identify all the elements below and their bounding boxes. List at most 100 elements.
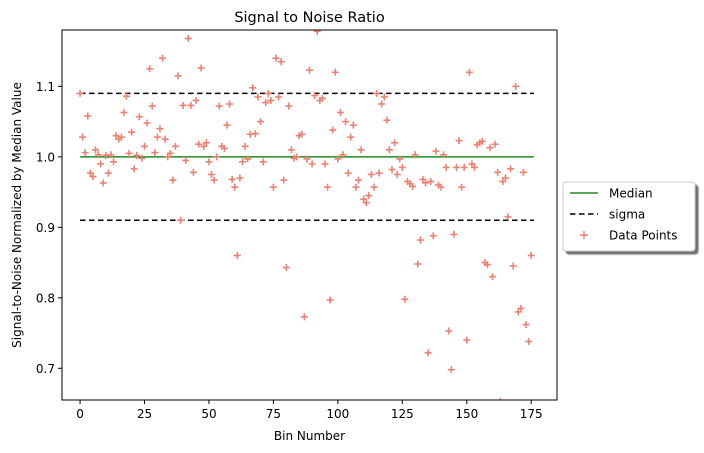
data-point [331, 68, 339, 76]
data-point [275, 93, 283, 101]
data-point [269, 183, 277, 191]
data-point [334, 155, 342, 163]
data-point [440, 151, 448, 159]
x-tick-label: 150 [455, 407, 478, 421]
data-point [267, 96, 275, 104]
data-point [254, 93, 262, 101]
data-point [514, 308, 522, 316]
data-point [424, 349, 432, 357]
data-point [342, 118, 350, 126]
data-point [401, 295, 409, 303]
data-point [264, 89, 272, 97]
data-point [365, 192, 373, 200]
data-point [393, 170, 401, 178]
data-point [465, 68, 473, 76]
data-point [311, 92, 319, 100]
data-point [383, 116, 391, 124]
data-point [220, 144, 228, 152]
data-point [293, 153, 301, 161]
data-point [159, 54, 167, 62]
data-point [517, 304, 525, 312]
data-point [507, 165, 515, 173]
data-point [233, 252, 241, 260]
data-point [445, 327, 453, 335]
data-point [360, 195, 368, 203]
data-point [141, 142, 148, 150]
data-point [519, 168, 527, 176]
data-point [164, 153, 172, 161]
data-point [471, 163, 478, 171]
data-point [501, 174, 509, 182]
data-point [228, 175, 236, 183]
data-point [367, 170, 375, 178]
data-point [179, 101, 187, 109]
data-point [452, 163, 460, 171]
data-point [300, 313, 308, 321]
x-tick-label: 75 [266, 407, 281, 421]
data-point [210, 176, 218, 184]
data-point [370, 183, 378, 191]
data-point [146, 65, 154, 73]
data-point [391, 139, 399, 147]
data-point [352, 183, 360, 191]
x-tick-label: 125 [391, 407, 414, 421]
data-point [223, 121, 231, 129]
data-point [104, 169, 112, 177]
data-point [380, 93, 388, 101]
data-point [458, 183, 466, 191]
data-point [326, 296, 334, 304]
data-point [195, 140, 203, 148]
data-point [151, 149, 159, 157]
data-point [182, 156, 190, 164]
data-point [280, 176, 288, 184]
data-points [76, 30, 535, 400]
data-point [522, 321, 530, 329]
data-point [226, 100, 234, 108]
data-point [241, 142, 249, 150]
data-point [339, 151, 347, 159]
legend-median-label: Median [609, 187, 653, 201]
data-point [416, 236, 424, 244]
data-point [491, 140, 499, 148]
data-point [414, 260, 422, 268]
data-point [499, 397, 502, 400]
data-point [138, 154, 146, 162]
data-point [287, 146, 295, 154]
data-point [257, 118, 265, 126]
data-point [130, 165, 138, 173]
data-point [385, 146, 393, 154]
data-point [429, 232, 437, 240]
x-tick-label: 0 [76, 407, 84, 421]
legend-box [562, 181, 696, 252]
data-point [409, 182, 417, 190]
data-point [262, 99, 270, 107]
legend: Median sigma Data Points [562, 181, 696, 252]
data-point [375, 169, 383, 177]
data-point [143, 119, 151, 127]
data-point [79, 133, 87, 141]
x-axis-ticks: 0 25 50 75 100 125 150 175 [76, 400, 543, 421]
data-point [525, 338, 533, 346]
x-tick-label: 50 [201, 407, 216, 421]
data-point [336, 108, 344, 116]
data-point [447, 366, 455, 374]
data-point [396, 155, 404, 163]
data-point [110, 158, 118, 166]
data-point [285, 102, 293, 110]
data-point [169, 176, 177, 184]
y-axis-label: Signal-to-Noise Normalized by Median Val… [10, 82, 24, 348]
data-point [489, 273, 497, 281]
data-point [388, 166, 396, 174]
legend-sigma-label: sigma [609, 208, 645, 222]
y-tick-label: 0.8 [36, 291, 55, 305]
data-point [437, 183, 445, 191]
data-point [460, 163, 468, 171]
data-point [86, 169, 94, 177]
data-point [455, 137, 463, 145]
data-point [133, 151, 141, 159]
data-point [282, 264, 290, 272]
data-point [450, 230, 458, 238]
data-point [251, 130, 259, 138]
data-point [432, 147, 440, 155]
data-point [171, 142, 179, 150]
